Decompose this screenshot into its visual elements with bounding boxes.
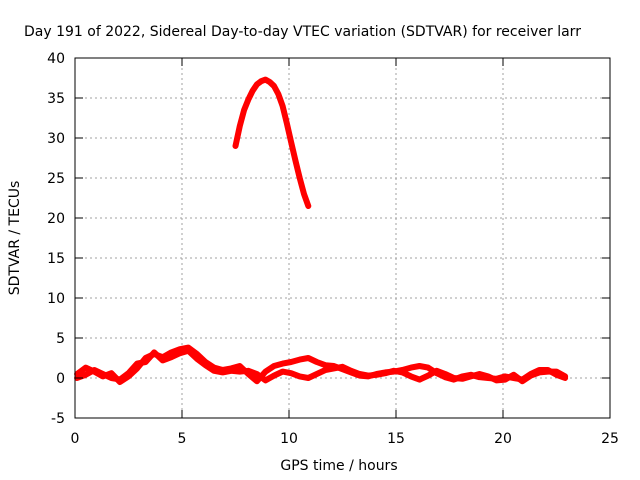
x-tick-label: 15 xyxy=(387,431,405,447)
y-tick-label: 15 xyxy=(47,251,65,267)
y-tick-label: 35 xyxy=(47,91,65,107)
data-series xyxy=(74,76,569,385)
x-tick-label: 25 xyxy=(601,431,619,447)
axis-ticks: 0 5 10 15 20 25 -5 0 5 10 15 20 25 30 35 40 xyxy=(47,51,619,447)
series-line-low-band-b xyxy=(74,347,569,385)
x-tick-label: 20 xyxy=(494,431,512,447)
y-tick-label: 40 xyxy=(47,51,65,67)
plot-frame xyxy=(74,57,611,419)
y-axis-label: SDTVAR / TECUs xyxy=(7,181,23,296)
y-tick-label: 30 xyxy=(47,131,65,147)
series-line-satellite-arc-high xyxy=(232,76,312,209)
y-tick-label: 25 xyxy=(47,171,65,187)
chart-title: Day 191 of 2022, Sidereal Day-to-day VTE… xyxy=(24,24,581,40)
x-axis-label: GPS time / hours xyxy=(280,458,397,474)
y-tick-label: 20 xyxy=(47,211,65,227)
x-tick-label: 0 xyxy=(71,431,80,447)
x-tick-label: 10 xyxy=(280,431,298,447)
x-tick-label: 5 xyxy=(178,431,187,447)
y-tick-label: 5 xyxy=(56,331,65,347)
y-tick-label: 0 xyxy=(56,371,65,387)
y-tick-label: 10 xyxy=(47,291,65,307)
y-tick-label: -5 xyxy=(51,411,65,427)
